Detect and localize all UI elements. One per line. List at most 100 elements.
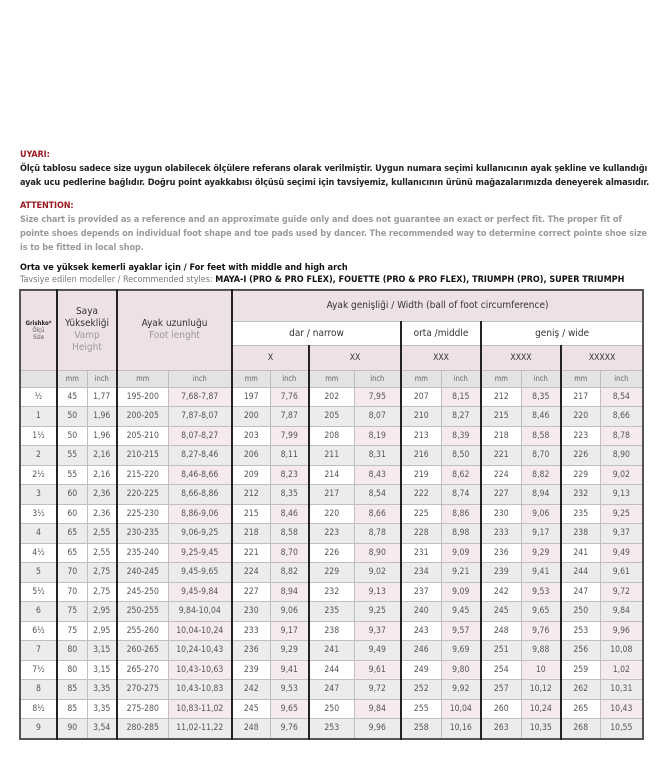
table-cell: 205 <box>308 406 355 427</box>
table-cell: 8,86-9,06 <box>167 503 233 524</box>
size-cell: 8 <box>19 679 58 700</box>
table-cell: 226 <box>308 542 355 563</box>
table-cell: 9,17 <box>520 523 562 544</box>
table-cell: 3,15 <box>86 659 118 680</box>
unit-mm: mm <box>560 369 601 388</box>
table-cell: 245 <box>231 698 271 719</box>
table-cell: 9,92 <box>440 679 482 700</box>
recommended-styles: Tavsiye edilen modeller / Recommended st… <box>20 275 624 285</box>
size-cell: ½ <box>19 386 58 407</box>
table-cell: 8,90 <box>353 542 402 563</box>
table-cell: 8,46 <box>269 503 310 524</box>
table-cell: 10,04 <box>440 698 482 719</box>
table-cell: 10,24 <box>520 698 562 719</box>
table-cell: 9,25-9,45 <box>167 542 233 563</box>
table-cell: 3,35 <box>86 679 118 700</box>
table-cell: 237 <box>400 581 442 602</box>
table-row: 6 75 2,95 250-255 9,84-10,04 230 9,06 235 9,25 24… <box>19 601 644 622</box>
table-cell: 8,70 <box>269 542 310 563</box>
table-cell: 9,13 <box>353 581 402 602</box>
table-cell: 9,02 <box>599 464 644 485</box>
table-cell: 195-200 <box>116 386 169 407</box>
table-cell: 10,16 <box>440 718 482 739</box>
table-cell: 8,19 <box>353 425 402 446</box>
table-row: 6½ 75 2,95 255-260 10,04-10,24 233 9,17 238 9,37… <box>19 620 644 641</box>
table-cell: 220-225 <box>116 484 169 505</box>
narrow-header: dar / narrow <box>231 320 402 346</box>
table-cell: 2,75 <box>86 581 118 602</box>
table-cell: 8,66 <box>353 503 402 524</box>
table-cell: 238 <box>308 620 355 641</box>
foot-length-header: Ayak uzunluğu Foot lenght <box>115 289 233 371</box>
table-cell: 210 <box>400 406 442 427</box>
table-cell: 239 <box>231 659 271 680</box>
table-cell: 10,24-10,43 <box>167 640 233 661</box>
table-cell: 3,15 <box>86 640 118 661</box>
table-cell: 9,06-9,25 <box>167 523 233 544</box>
warning-english-text: Size chart is provided as a reference an… <box>20 215 647 253</box>
table-cell: 10,43-10,63 <box>167 659 233 680</box>
size-cell: 2 <box>19 445 58 466</box>
table-cell: 8,58 <box>269 523 310 544</box>
table-cell: 9,96 <box>599 620 644 641</box>
table-cell: 8,35 <box>269 484 310 505</box>
table-cell: 65 <box>56 523 88 544</box>
table-cell: 280-285 <box>116 718 169 739</box>
table-cell: 9,61 <box>599 562 644 583</box>
table-cell: 212 <box>480 386 522 407</box>
table-cell: 243 <box>400 620 442 641</box>
table-cell: 9,02 <box>353 562 402 583</box>
table-cell: 7,95 <box>353 386 402 407</box>
table-cell: 239 <box>480 562 522 583</box>
table-cell: 202 <box>308 386 355 407</box>
table-cell: 2,55 <box>86 523 118 544</box>
table-cell: 9,84 <box>353 698 402 719</box>
warning-english-title: ATTENTION: <box>20 201 74 211</box>
table-cell: 9,49 <box>599 542 644 563</box>
table-cell: 9,49 <box>353 640 402 661</box>
table-row: 4 65 2,55 230-235 9,06-9,25 218 8,58 223 8,78 228… <box>19 523 644 544</box>
table-cell: 229 <box>308 562 355 583</box>
table-cell: 8,82 <box>269 562 310 583</box>
table-cell: 265-270 <box>116 659 169 680</box>
table-cell: 245 <box>480 601 522 622</box>
table-cell: 221 <box>231 542 271 563</box>
table-cell: 60 <box>56 503 88 524</box>
styles-label: Tavsiye edilen modeller / Recommended st… <box>20 275 213 285</box>
table-cell: 9,41 <box>269 659 310 680</box>
size-cell: 3 <box>19 484 58 505</box>
table-cell: 8,07-8,27 <box>167 425 233 446</box>
table-cell: 8,50 <box>440 445 482 466</box>
table-cell: 200-205 <box>116 406 169 427</box>
table-cell: 2,36 <box>86 484 118 505</box>
unit-inch: inch <box>520 369 562 388</box>
table-cell: 10,43-10,83 <box>167 679 233 700</box>
table-cell: 213 <box>400 425 442 446</box>
table-cell: 203 <box>231 425 271 446</box>
table-cell: 236 <box>480 542 522 563</box>
table-cell: 10,08 <box>599 640 644 661</box>
unit-mm: mm <box>56 369 88 388</box>
table-cell: 8,46-8,66 <box>167 464 233 485</box>
unit-mm: mm <box>116 369 169 388</box>
width-header: Ayak genişliği / Width (ball of foot cir… <box>231 289 644 322</box>
table-row: 1 50 1,96 200-205 7,87-8,07 200 7,87 205 8,07 210… <box>19 406 644 427</box>
table-cell: 8,74 <box>440 484 482 505</box>
table-cell: 207 <box>400 386 442 407</box>
table-cell: 9,09 <box>440 581 482 602</box>
table-cell: 9,45 <box>440 601 482 622</box>
table-cell: 232 <box>308 581 355 602</box>
table-cell: 244 <box>308 659 355 680</box>
size-cell: 7 <box>19 640 58 661</box>
table-cell: 80 <box>56 640 88 661</box>
size-cell: 1 <box>19 406 58 427</box>
table-cell: 8,66-8,86 <box>167 484 233 505</box>
table-cell: 255-260 <box>116 620 169 641</box>
table-cell: 214 <box>308 464 355 485</box>
table-cell: 260-265 <box>116 640 169 661</box>
table-cell: 200 <box>231 406 271 427</box>
table-cell: 220 <box>560 406 601 427</box>
table-cell: 9,25 <box>599 503 644 524</box>
size-cell: 6½ <box>19 620 58 641</box>
size-cell: 8½ <box>19 698 58 719</box>
